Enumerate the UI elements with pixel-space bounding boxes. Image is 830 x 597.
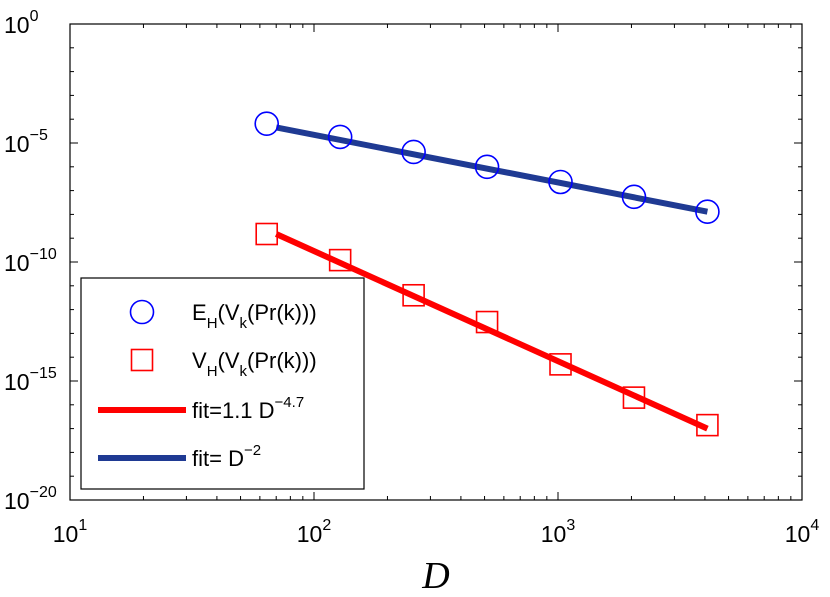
x-tick-base: 10 <box>53 521 79 547</box>
legend-circle-marker <box>129 299 155 325</box>
x-tick-base: 10 <box>297 521 323 547</box>
data-point-circle <box>474 154 500 180</box>
y-tick-exp: −5 <box>30 127 48 144</box>
x-tick-label: 102 <box>297 517 332 547</box>
x-tick-base: 10 <box>541 521 567 547</box>
legend-entry: fit= D−2 <box>98 442 261 471</box>
x-tick-exp: 1 <box>78 517 87 534</box>
y-tick-base: 10 <box>4 250 30 276</box>
legend-label-part: (V <box>218 300 240 325</box>
legend-entry: VH(Vk(Pr(k))) <box>130 348 317 380</box>
data-point-square <box>622 386 646 409</box>
legend-square-marker <box>130 348 154 372</box>
data-point-square <box>475 310 499 334</box>
legend-label-part: fit= D <box>192 446 244 471</box>
legend-label: fit=1.1 D−4.7 <box>192 394 304 423</box>
legend-entry: EH(Vk(Pr(k))) <box>129 299 317 332</box>
y-tick-exp: 0 <box>30 8 39 25</box>
data-point-square <box>696 413 719 437</box>
y-tick-exp: −20 <box>30 484 57 501</box>
x-tick-exp: 3 <box>566 517 575 534</box>
y-tick-base: 10 <box>4 369 30 395</box>
data-point-circle <box>548 169 573 195</box>
legend-label: EH(Vk(Pr(k))) <box>192 300 317 332</box>
x-tick-label: 101 <box>53 517 88 547</box>
legend-label-part: H <box>207 315 218 332</box>
legend-label-part: (Pr(k))) <box>247 348 317 373</box>
series-layer <box>254 111 720 437</box>
x-axis-label: D <box>421 555 449 597</box>
data-point-circle <box>254 111 280 136</box>
data-point-circle <box>401 139 426 165</box>
legend: EH(Vk(Pr(k)))VH(Vk(Pr(k)))fit=1.1 D−4.7f… <box>80 277 365 490</box>
legend-label-part: E <box>192 300 207 325</box>
legend-label-part: (Pr(k))) <box>247 300 317 325</box>
y-tick-base: 10 <box>4 12 30 38</box>
legend-label-part: V <box>192 348 207 373</box>
y-tick-label: 100 <box>4 8 39 38</box>
legend-label: fit= D−2 <box>192 442 261 471</box>
data-point-square <box>549 353 572 376</box>
data-point-circle <box>621 184 647 210</box>
x-tick-label: 104 <box>785 517 820 547</box>
x-tick-exp: 2 <box>322 517 331 534</box>
x-tick-label: 103 <box>541 517 576 547</box>
fit-line <box>275 124 708 215</box>
legend-label: VH(Vk(Pr(k))) <box>192 348 317 380</box>
y-tick-exp: −10 <box>30 246 57 263</box>
data-point-square <box>328 248 352 272</box>
y-tick-base: 10 <box>4 488 30 514</box>
legend-label-part: (V <box>218 348 240 373</box>
axis-ticks <box>69 23 803 501</box>
legend-label-part: H <box>207 363 218 380</box>
legend-box <box>80 277 365 490</box>
legend-label-part: fit=1.1 D <box>192 398 275 423</box>
legend-entry: fit=1.1 D−4.7 <box>98 394 304 423</box>
y-tick-exp: −15 <box>30 365 57 382</box>
data-point-square <box>255 222 279 246</box>
x-tick-exp: 4 <box>810 517 819 534</box>
data-point-circle <box>695 199 720 224</box>
fit-line <box>274 231 709 432</box>
data-point-circle <box>327 124 353 150</box>
y-tick-label: 10−15 <box>4 365 57 395</box>
legend-entries: EH(Vk(Pr(k)))VH(Vk(Pr(k)))fit=1.1 D−4.7f… <box>98 299 317 471</box>
legend-label-part: k <box>240 315 248 332</box>
y-tick-base: 10 <box>4 131 30 157</box>
legend-label-part: −4.7 <box>275 394 305 411</box>
x-tick-base: 10 <box>785 521 811 547</box>
data-point-square <box>402 283 425 307</box>
legend-label-part: k <box>240 363 248 380</box>
legend-label-part: −2 <box>244 442 261 459</box>
y-tick-label: 10−10 <box>4 246 57 276</box>
y-tick-label: 10−5 <box>4 127 48 157</box>
y-tick-label: 10−20 <box>4 484 57 514</box>
